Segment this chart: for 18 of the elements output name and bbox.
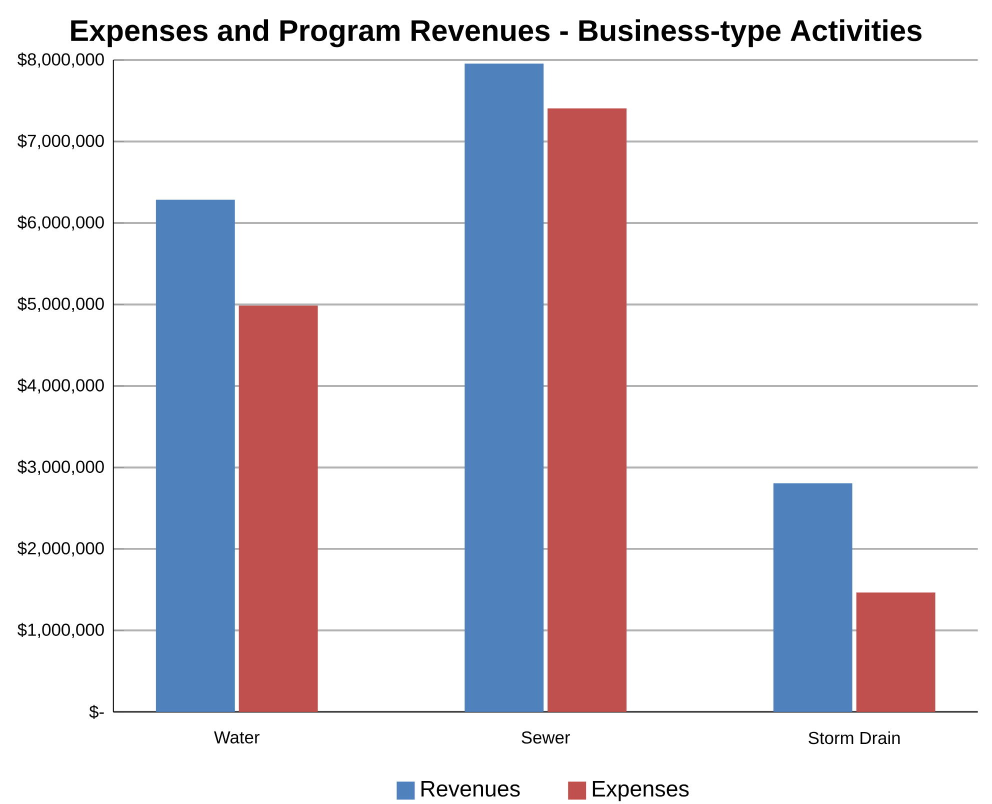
- y-tick-label: $6,000,000: [18, 215, 104, 231]
- x-tick-label: Storm Drain: [808, 731, 900, 744]
- x-tick-label: Sewer: [522, 731, 570, 744]
- chart-title: Expenses and Program Revenues - Business-type Activities: [71, 19, 922, 48]
- y-tick-label: $3,000,000: [18, 460, 104, 476]
- legend-label: Expenses: [592, 781, 689, 802]
- y-tick-label: $5,000,000: [18, 296, 104, 312]
- y-tick-label: $1,000,000: [18, 622, 104, 638]
- bar: [464, 64, 544, 712]
- bar: [773, 483, 852, 712]
- y-tick-label: $4,000,000: [18, 378, 104, 394]
- legend-label: Revenues: [422, 781, 520, 797]
- bar: [156, 200, 235, 712]
- y-tick-label: $-: [89, 704, 104, 719]
- y-tick-label: $8,000,000: [18, 52, 104, 68]
- y-tick-label: $7,000,000: [18, 134, 104, 150]
- x-tick-label: Water: [214, 731, 260, 744]
- y-tick-label: $2,000,000: [18, 541, 104, 556]
